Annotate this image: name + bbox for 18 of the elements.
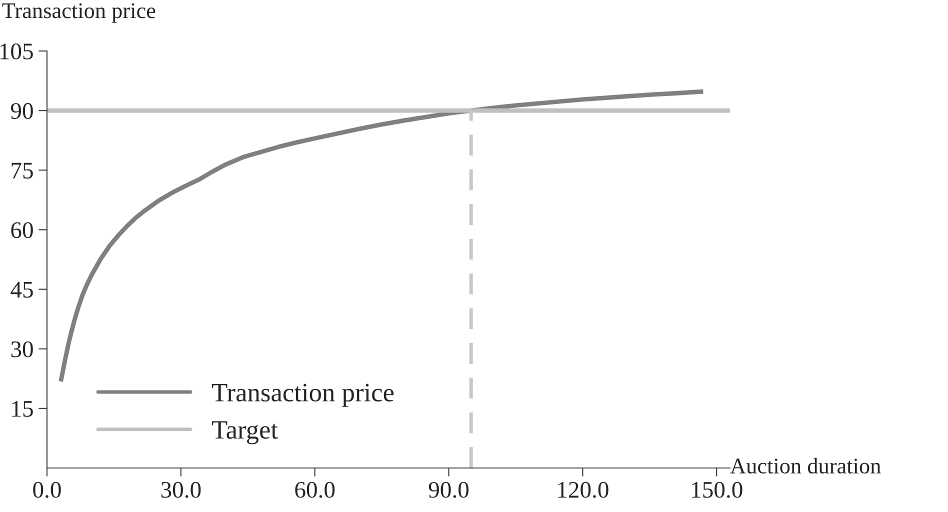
x-tick-label: 60.0 — [295, 482, 335, 498]
y-tick-label: 60 — [11, 222, 33, 238]
y-tick-label: 15 — [12, 401, 33, 417]
x-tick-label: 30.0 — [161, 482, 201, 498]
y-tick-label: 45 — [10, 282, 33, 298]
legend-label: Target — [212, 421, 278, 444]
legend-label: Transaction price — [212, 384, 394, 407]
y-axis-title: Transaction price — [2, 3, 156, 23]
y-tick-label: 30 — [11, 341, 33, 358]
x-tick-label: 90.0 — [428, 482, 469, 498]
x-axis-title: Auction duration — [730, 458, 881, 474]
y-tick-label: 105 — [0, 43, 33, 60]
line-series — [58, 89, 706, 384]
x-tick-label: 150.0 — [692, 482, 742, 498]
x-tick-label: 0.0 — [33, 482, 61, 498]
y-tick-label: 75 — [12, 162, 33, 179]
x-tick-label: 120.0 — [558, 482, 608, 498]
y-tick-label: 90 — [10, 103, 33, 119]
